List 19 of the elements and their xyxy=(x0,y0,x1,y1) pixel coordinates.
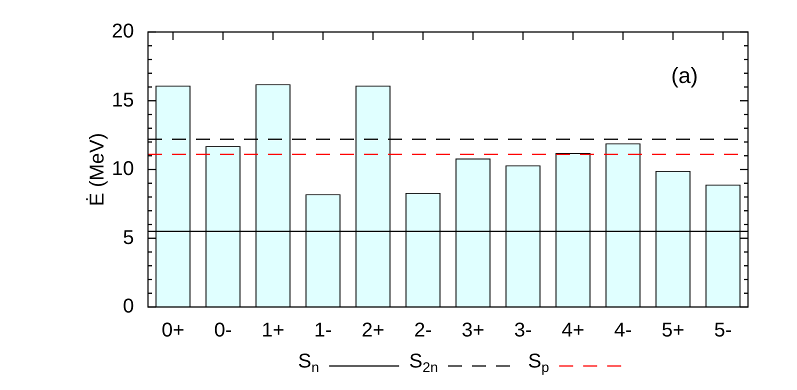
y-axis-title: Ė (MeV) xyxy=(86,132,109,206)
annotation: (a) xyxy=(671,63,698,88)
x-tick-label: 4+ xyxy=(562,320,584,342)
y-tick-label: 0 xyxy=(122,296,134,318)
y-tick-label: 5 xyxy=(122,226,134,249)
x-tick-label: 1+ xyxy=(262,320,284,342)
x-tick-label: 1- xyxy=(314,320,332,342)
x-tick-label: 4- xyxy=(614,320,632,342)
x-tick-label: 0- xyxy=(214,320,232,342)
y-tick-label: 10 xyxy=(112,158,134,180)
x-tick-label: 2+ xyxy=(362,320,384,342)
y-tick-label: 20 xyxy=(112,20,134,43)
x-tick-label: 5+ xyxy=(662,320,684,342)
x-tick-label: 3- xyxy=(514,320,532,342)
x-tick-label: 2- xyxy=(414,320,432,342)
x-tick-label: 0+ xyxy=(162,320,184,342)
x-tick-label: 3+ xyxy=(462,320,484,342)
y-tick-label: 15 xyxy=(112,89,134,112)
x-tick-label: 5- xyxy=(714,320,732,342)
